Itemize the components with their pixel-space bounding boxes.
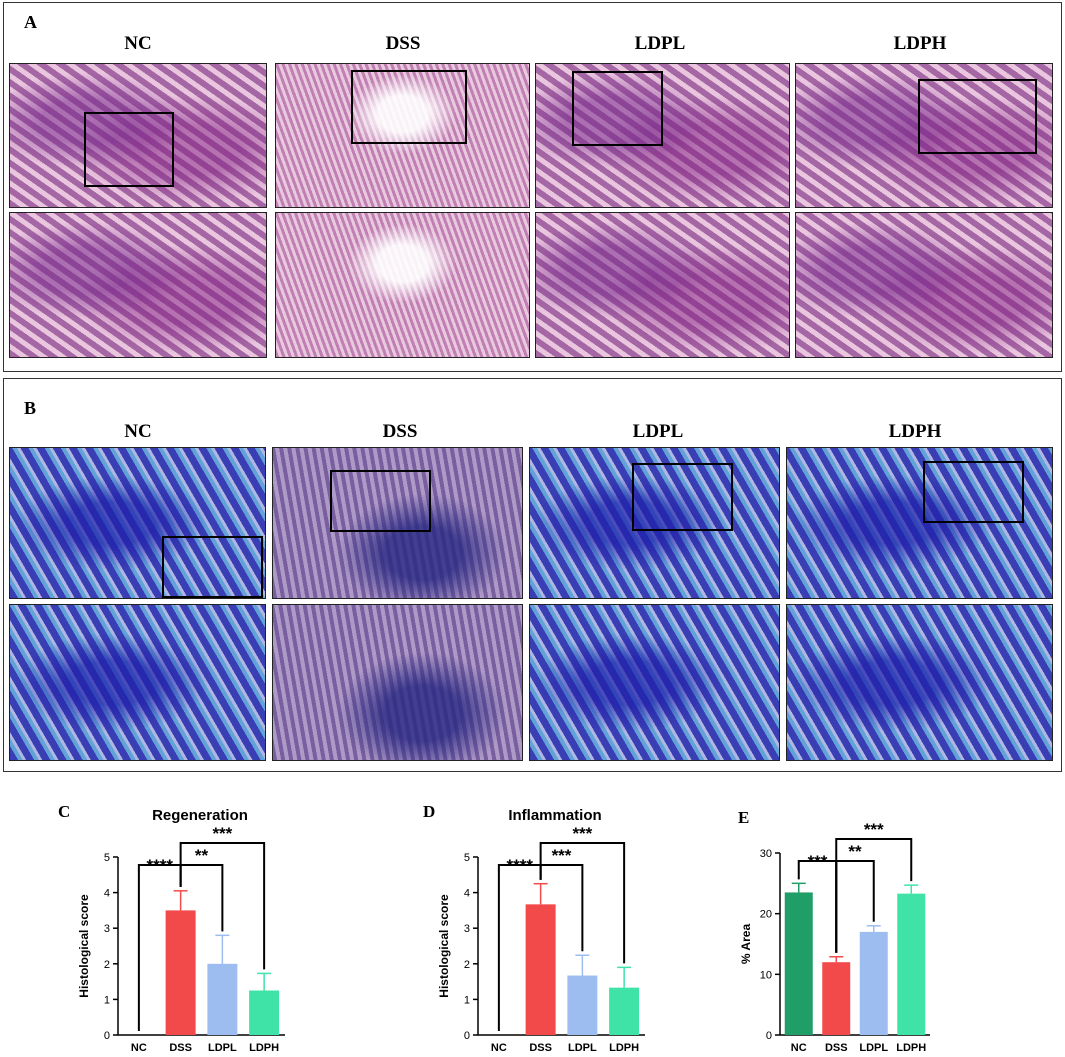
ab-image-nc-zoom — [9, 604, 266, 761]
panel-b-label-ldph: LDPH — [888, 421, 942, 442]
ab-image-ldph-overview — [786, 447, 1053, 599]
he-image-nc-zoom — [9, 212, 267, 358]
roi-box — [923, 461, 1024, 523]
significance-label: **** — [147, 856, 174, 875]
he-image-ldph-zoom — [795, 212, 1053, 358]
roi-box — [351, 70, 467, 144]
x-tick-label: LDPL — [859, 1042, 888, 1054]
he-image-ldph-overview — [795, 63, 1053, 208]
y-tick-label: 3 — [464, 923, 470, 935]
y-tick-label: 1 — [464, 994, 470, 1006]
bar — [525, 904, 556, 1035]
significance-label: **** — [507, 856, 534, 875]
ab-image-ldpl-zoom — [529, 604, 780, 761]
significance-bracket — [179, 842, 266, 970]
bar — [249, 990, 280, 1035]
panel-b-letter: B — [24, 398, 37, 418]
bar — [822, 962, 851, 1035]
panel-b-label-nc: NC — [124, 421, 152, 442]
x-tick-label: NC — [491, 1042, 507, 1054]
x-tick-label: NC — [791, 1042, 807, 1054]
chart-inflammation: Inflammation 0 1 2 3 4 5 Histological score NC DS… — [437, 807, 645, 1054]
panel-a-label-ldpl: LDPL — [634, 33, 686, 54]
he-image-ldpl-zoom — [535, 212, 790, 358]
y-axis-label: Histological score — [77, 894, 91, 998]
ab-image-nc-overview — [9, 447, 266, 599]
y-tick-label: 30 — [760, 848, 772, 860]
bar — [897, 893, 926, 1035]
significance-label: *** — [552, 846, 572, 865]
chart-c-letter: C — [58, 802, 71, 821]
significance-label: *** — [212, 824, 232, 843]
x-tick-label: LDPH — [896, 1042, 926, 1054]
bar — [165, 910, 196, 1035]
panel-a-label-dss: DSS — [385, 33, 421, 54]
he-image-nc-overview — [9, 63, 267, 208]
panel-b-frame — [3, 378, 1062, 772]
bar — [207, 963, 238, 1035]
ab-image-dss-zoom — [272, 604, 523, 761]
significance-label: *** — [808, 852, 828, 871]
bar — [784, 892, 813, 1035]
ab-image-dss-overview — [272, 447, 523, 599]
roi-box — [84, 112, 174, 187]
significance-label: ** — [195, 846, 209, 865]
y-tick-label: 5 — [464, 852, 470, 864]
panel-a-label-ldph: LDPH — [893, 33, 947, 54]
y-tick-label: 2 — [104, 959, 110, 971]
x-tick-label: DSS — [529, 1042, 552, 1054]
x-tick-label: LDPH — [249, 1042, 279, 1054]
roi-box — [632, 463, 733, 531]
ab-image-ldph-zoom — [786, 604, 1053, 761]
chart-regeneration: Regeneration 0 1 2 3 4 5 Histological score NC DS… — [77, 807, 285, 1054]
he-image-dss-zoom — [275, 212, 530, 358]
y-tick-label: 4 — [464, 888, 470, 900]
panel-b-label-ldpl: LDPL — [632, 421, 684, 442]
roi-box — [572, 71, 663, 146]
significance-label: *** — [572, 824, 592, 843]
x-tick-label: NC — [131, 1042, 147, 1054]
significance-label: *** — [864, 820, 884, 839]
ab-image-ldpl-overview — [529, 447, 780, 599]
bar — [859, 931, 888, 1035]
x-tick-label: LDPH — [609, 1042, 639, 1054]
y-tick-label: 20 — [760, 909, 772, 921]
significance-label: ** — [848, 842, 862, 861]
roi-box — [918, 79, 1037, 154]
y-tick-label: 3 — [104, 923, 110, 935]
x-tick-label: LDPL — [568, 1042, 597, 1054]
x-tick-label: DSS — [825, 1042, 848, 1054]
y-tick-label: 2 — [464, 959, 470, 971]
roi-box — [162, 536, 263, 598]
y-tick-label: 10 — [760, 969, 772, 981]
y-tick-label: 0 — [464, 1030, 470, 1042]
panel-a-label-nc: NC — [124, 33, 152, 54]
y-axis-label: Histological score — [437, 894, 451, 998]
bar — [609, 987, 640, 1035]
he-image-dss-overview — [275, 63, 530, 208]
panel-b-label-dss: DSS — [382, 421, 418, 442]
panel-a-frame — [3, 2, 1062, 372]
significance-bracket — [539, 842, 626, 964]
y-tick-label: 0 — [766, 1030, 772, 1042]
chart-d-letter: D — [423, 802, 436, 821]
panel-a-letter: A — [24, 12, 37, 32]
chart-title: Inflammation — [508, 807, 601, 824]
y-tick-label: 5 — [104, 852, 110, 864]
y-axis-label: % Area — [739, 924, 753, 965]
x-tick-label: DSS — [169, 1042, 192, 1054]
x-tick-label: LDPL — [208, 1042, 237, 1054]
y-tick-label: 4 — [104, 888, 110, 900]
significance-bracket — [835, 838, 913, 953]
chart-title: Regeneration — [152, 807, 248, 824]
chart-e-letter: E — [738, 808, 750, 827]
y-tick-label: 0 — [104, 1030, 110, 1042]
roi-box — [330, 470, 431, 532]
bar — [567, 975, 598, 1035]
y-tick-label: 1 — [104, 994, 110, 1006]
he-image-ldpl-overview — [535, 63, 790, 208]
